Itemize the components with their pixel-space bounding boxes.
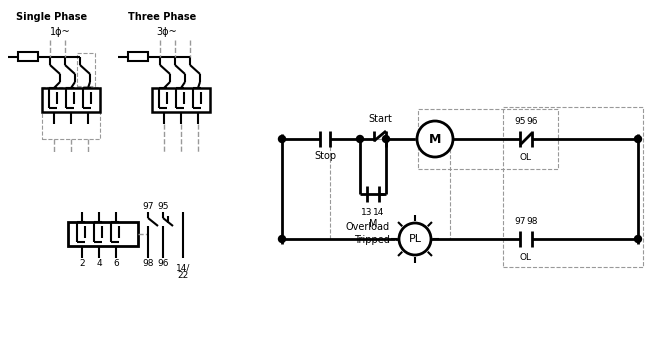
Text: 3ϕ~: 3ϕ~ bbox=[157, 27, 177, 37]
Bar bbox=[418, 109, 558, 169]
Text: 14: 14 bbox=[373, 207, 385, 216]
Bar bbox=[503, 107, 643, 267]
Bar bbox=[128, 52, 148, 61]
Text: M: M bbox=[429, 132, 441, 146]
Text: 98: 98 bbox=[526, 216, 538, 226]
Text: M: M bbox=[369, 219, 377, 229]
Text: 96: 96 bbox=[526, 117, 538, 126]
Text: 97: 97 bbox=[514, 216, 526, 226]
Text: 97: 97 bbox=[142, 202, 154, 211]
Bar bbox=[68, 222, 138, 246]
Text: OL: OL bbox=[520, 152, 532, 161]
Circle shape bbox=[634, 236, 642, 243]
Text: 6: 6 bbox=[113, 259, 119, 269]
Text: 13: 13 bbox=[361, 207, 372, 216]
Text: PL: PL bbox=[408, 234, 421, 244]
Text: 4: 4 bbox=[96, 259, 102, 269]
Circle shape bbox=[278, 236, 285, 243]
Text: 98: 98 bbox=[142, 259, 154, 269]
Text: Single Phase: Single Phase bbox=[16, 12, 88, 22]
Text: Start: Start bbox=[368, 114, 392, 124]
Bar bbox=[42, 88, 100, 112]
Circle shape bbox=[278, 136, 285, 142]
Text: Overload: Overload bbox=[346, 222, 390, 232]
Bar bbox=[77, 53, 95, 86]
Bar bbox=[18, 52, 38, 61]
Text: 1ϕ~: 1ϕ~ bbox=[49, 27, 70, 37]
Text: 96: 96 bbox=[157, 259, 169, 269]
Text: 95: 95 bbox=[157, 202, 169, 211]
Text: Three Phase: Three Phase bbox=[128, 12, 196, 22]
Circle shape bbox=[399, 223, 431, 255]
Bar bbox=[42, 87, 100, 139]
Bar bbox=[330, 139, 450, 239]
Text: Tripped: Tripped bbox=[354, 235, 390, 245]
Circle shape bbox=[417, 121, 453, 157]
Text: 2: 2 bbox=[79, 259, 84, 269]
Circle shape bbox=[382, 136, 389, 142]
Text: 95: 95 bbox=[514, 117, 526, 126]
Text: 14/: 14/ bbox=[176, 264, 190, 272]
Circle shape bbox=[634, 136, 642, 142]
Circle shape bbox=[356, 136, 363, 142]
Bar bbox=[152, 88, 210, 112]
Text: Stop: Stop bbox=[314, 151, 336, 161]
Text: OL: OL bbox=[520, 252, 532, 261]
Text: 22: 22 bbox=[177, 271, 188, 280]
